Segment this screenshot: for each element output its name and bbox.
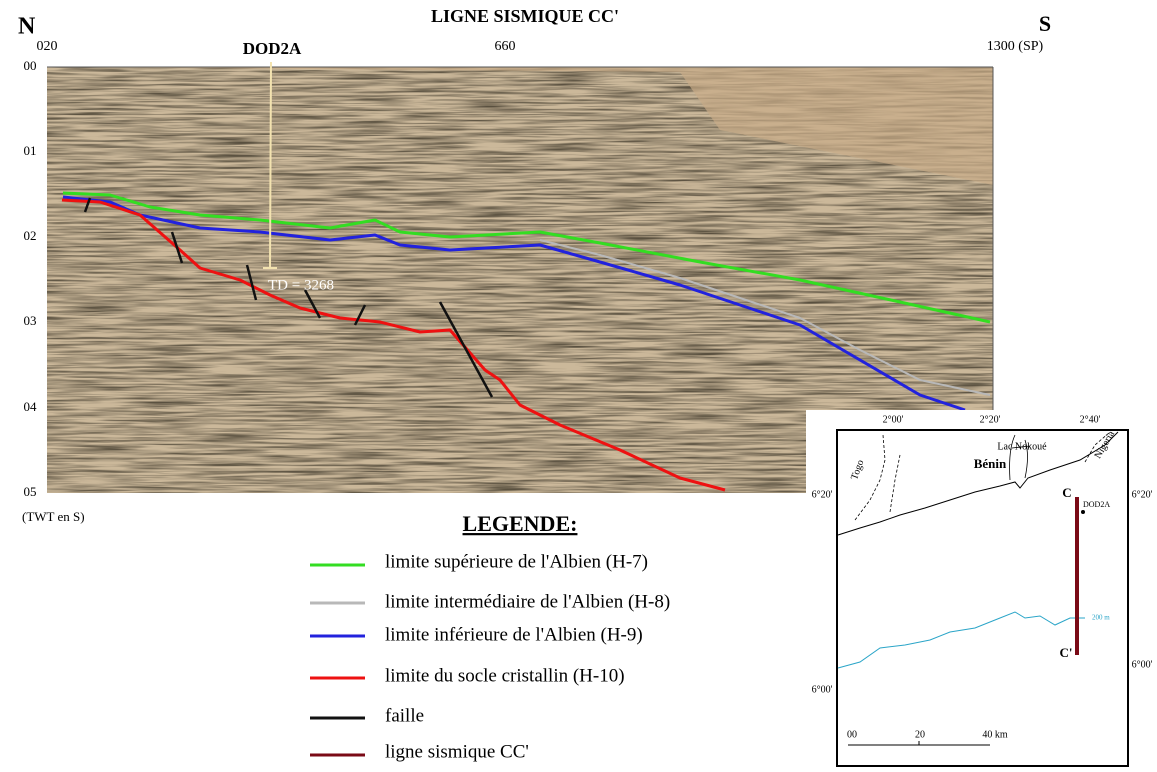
twt-tick: 02 — [24, 228, 37, 243]
horizon-h10 — [61, 198, 726, 492]
horizon-h7 — [62, 191, 991, 324]
longitude: 2°20' — [980, 414, 1001, 425]
legend-label: limite intermédiaire de l'Albien (H-8) — [385, 591, 670, 612]
scale-label: 40 km — [982, 729, 1008, 740]
twt-unit: (TWT en S) — [22, 509, 85, 524]
td-label: TD = 3268 — [268, 277, 334, 293]
scale-label: 20 — [915, 729, 925, 740]
shotpoint: 1300 (SP) — [987, 39, 1044, 54]
twt-tick: 04 — [24, 399, 38, 414]
line-start: C — [1062, 485, 1071, 500]
latitude: 6°20' — [812, 489, 833, 500]
twt-tick: 00 — [24, 58, 37, 73]
shotpoint: 660 — [495, 39, 516, 54]
horizon-h9 — [62, 195, 966, 412]
longitude: 2°00' — [883, 414, 904, 425]
legend: LEGENDE: limite supérieure de l'Albien (… — [310, 511, 670, 762]
legend-label: limite du socle cristallin (H-10) — [385, 665, 625, 686]
south: S — [1039, 11, 1051, 36]
legend-title: LEGENDE: — [463, 511, 578, 536]
lake: Lac Nokoué — [997, 441, 1047, 452]
twt-tick: 03 — [24, 313, 37, 328]
faults — [83, 197, 494, 398]
scale-label: 00 — [847, 729, 857, 740]
isobath-label: 200 m — [1092, 614, 1110, 622]
well-track — [269, 61, 272, 269]
legend-label: faille — [385, 705, 424, 726]
well-point — [1081, 510, 1085, 514]
line-end: C' — [1060, 645, 1073, 660]
legend-label: limite supérieure de l'Albien (H-7) — [385, 551, 648, 572]
horizon-h8 — [539, 239, 991, 396]
well-label: DOD2A — [1083, 500, 1110, 509]
latitude: 6°20' — [1132, 489, 1153, 500]
latitude: 6°00' — [812, 684, 833, 695]
twt-axis: 00 01 02 03 04 05 (TWT en S) — [22, 58, 85, 524]
seismic-section — [47, 66, 994, 493]
shotpoint: 020 — [37, 39, 58, 54]
legend-label: limite inférieure de l'Albien (H-9) — [385, 624, 643, 645]
twt-tick: 01 — [24, 143, 37, 158]
legend-label: ligne sismique CC' — [385, 741, 529, 762]
longitude: 2°40' — [1080, 414, 1101, 425]
north: N — [18, 14, 36, 40]
latitude: 6°00' — [1132, 659, 1153, 670]
well-label: DOD2A — [243, 39, 302, 58]
title: LIGNE SISMIQUE CC' — [431, 6, 619, 26]
country: Bénin — [974, 456, 1007, 471]
location-map: 2°00' 2°20' 2°40' 6°20' 6°00' 6°20' 6°00… — [806, 410, 1157, 772]
twt-tick: 05 — [24, 484, 37, 499]
